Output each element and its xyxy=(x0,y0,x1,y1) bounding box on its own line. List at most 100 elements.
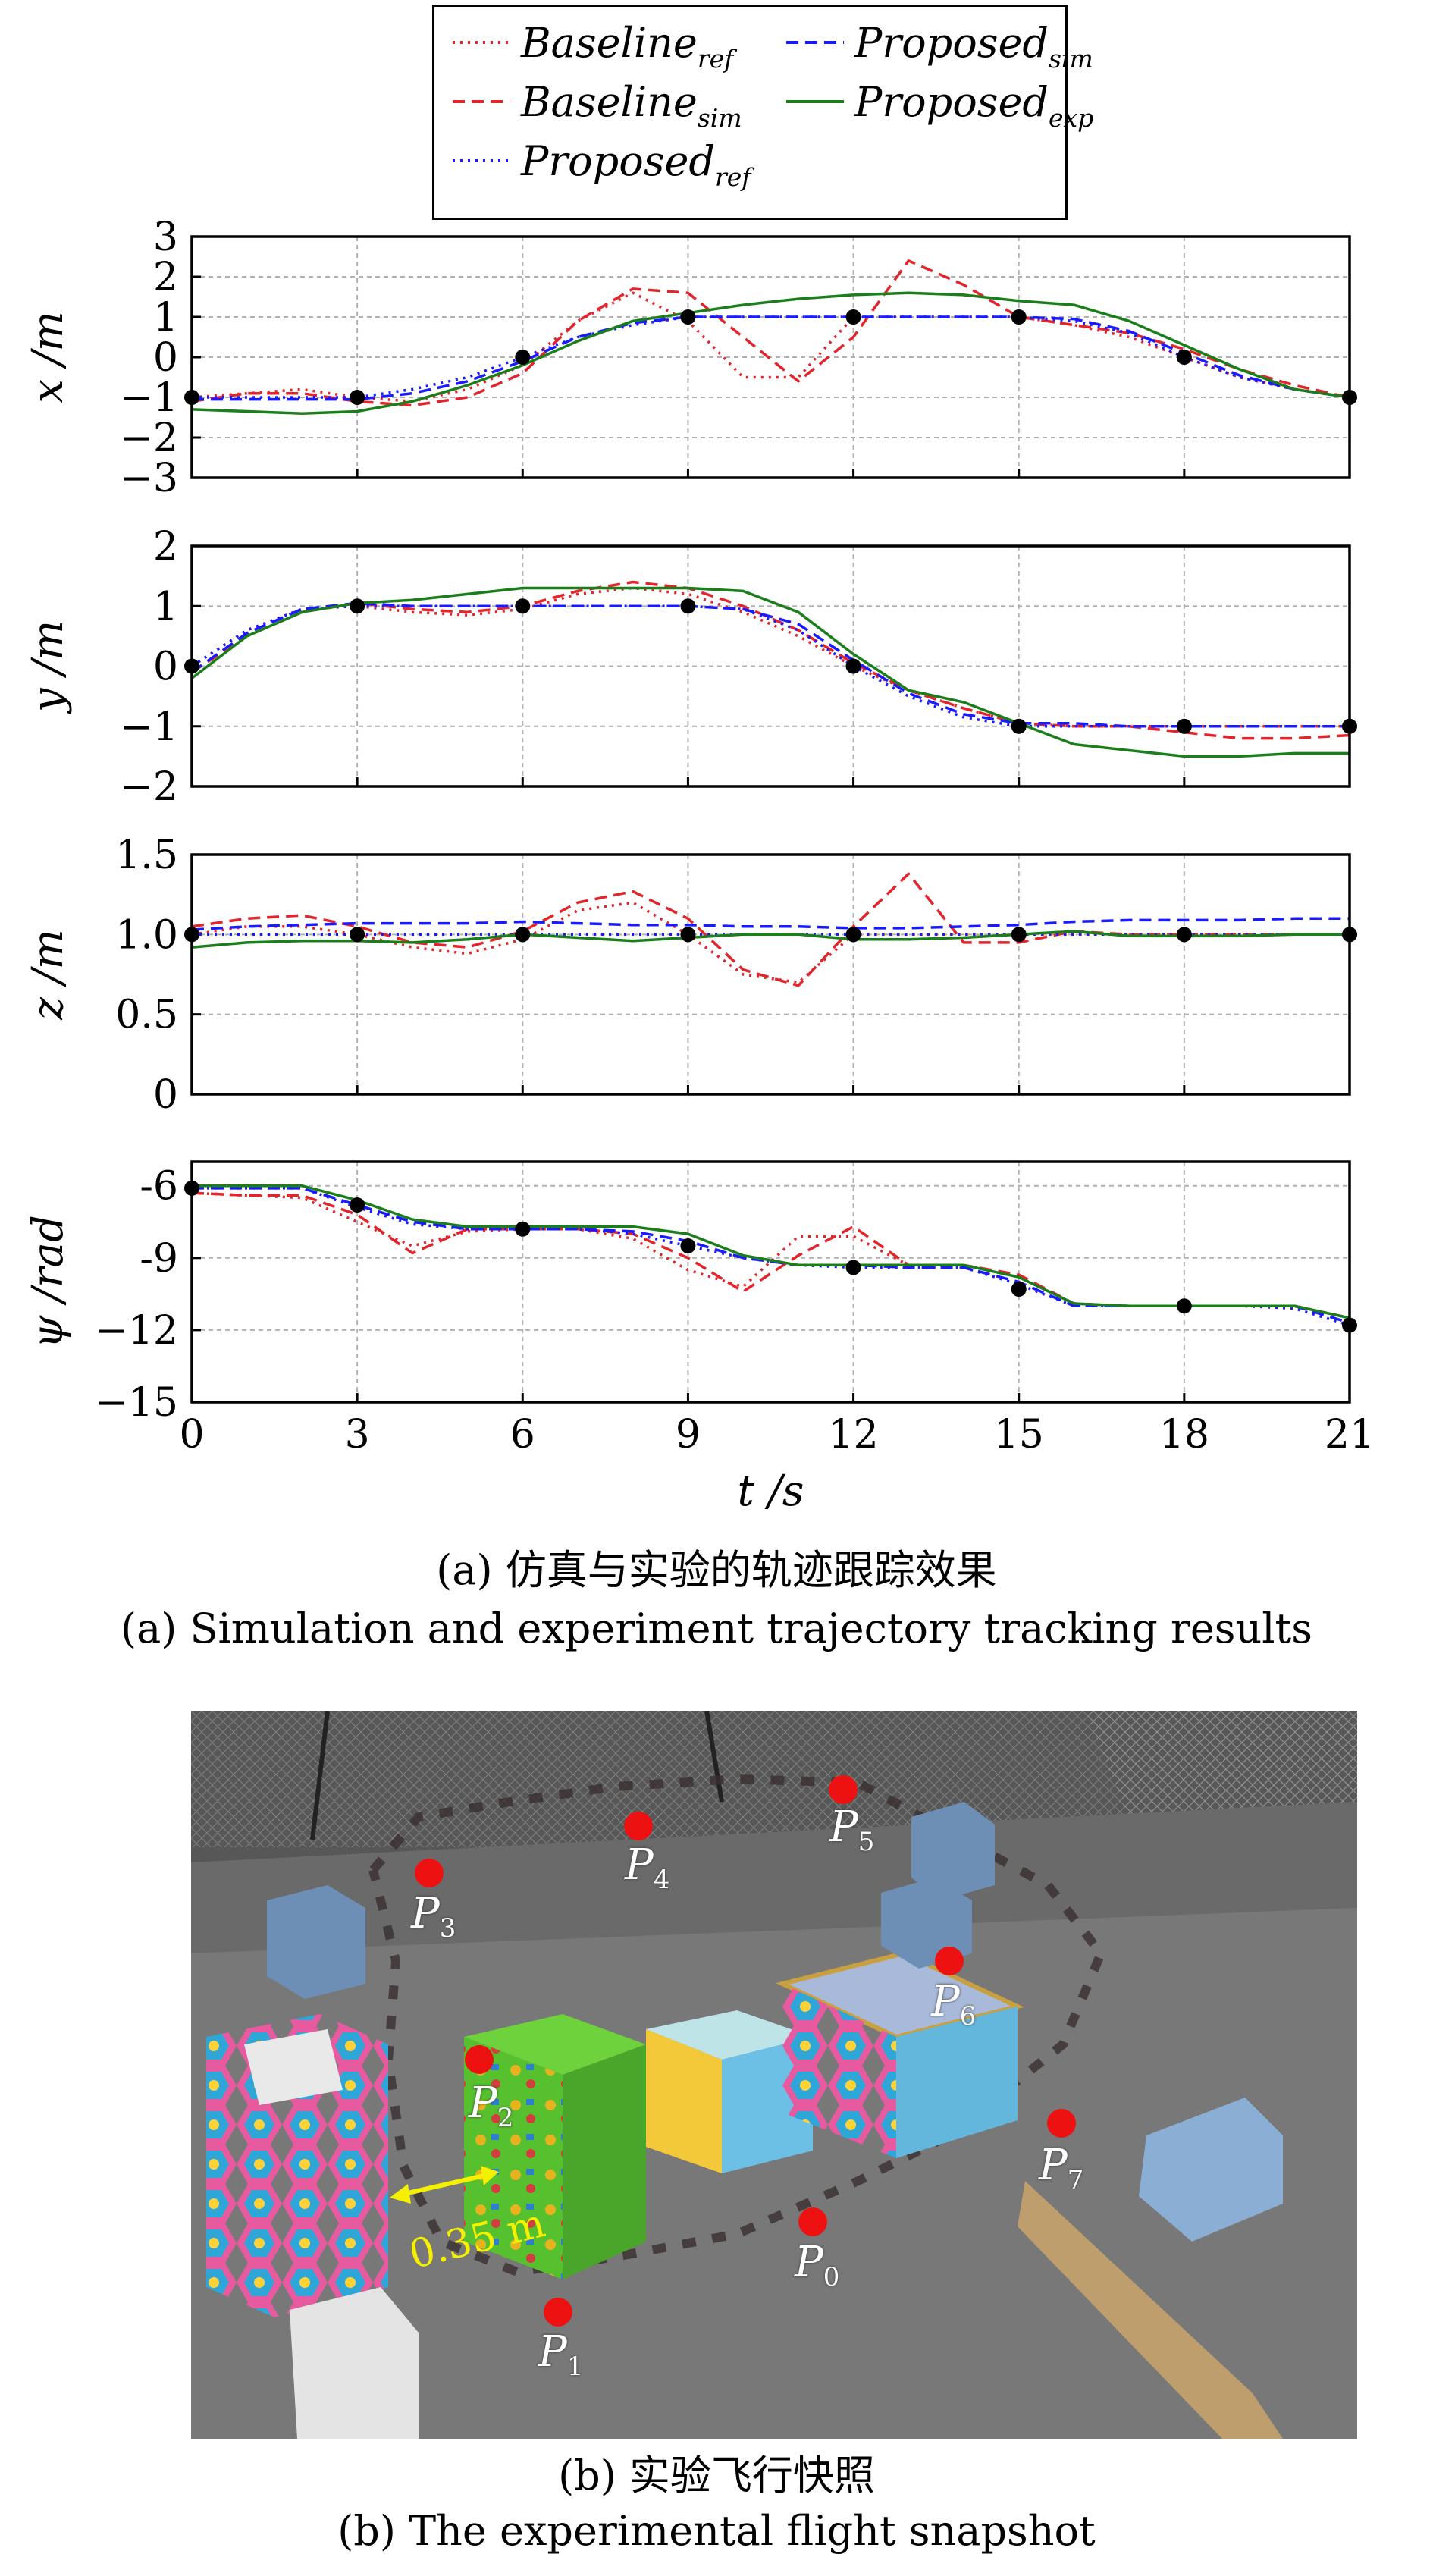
series-line-baseline-sim xyxy=(191,872,1350,987)
legend-line-proposed-ref xyxy=(453,159,510,162)
legend-sub-proposed-exp: exp xyxy=(1048,103,1094,133)
series-line-proposed-exp xyxy=(190,586,1350,758)
y-tick-label: −2 xyxy=(120,764,178,810)
x-tick-label: 15 xyxy=(994,1412,1044,1457)
waypoint-marker-p7 xyxy=(1047,2109,1076,2138)
series-line-proposed-exp xyxy=(192,1184,1350,1319)
x-tick-label: 3 xyxy=(345,1412,370,1457)
caption-a-cn: (a) 仿真与实验的轨迹跟踪效果 xyxy=(436,1546,997,1594)
caption-b-en: (b) The experimental flight snapshot xyxy=(337,2507,1096,2555)
waypoint-dot xyxy=(515,1221,531,1237)
series-line-proposed-ref xyxy=(192,315,1350,399)
y-axis-label: z /m xyxy=(24,929,73,1020)
waypoint-label-p4: P4 xyxy=(625,1840,670,1896)
legend-sub-proposed-ref: ref xyxy=(714,162,751,192)
waypoint-dot xyxy=(680,598,696,614)
caption-b-cn: (b) 实验飞行快照 xyxy=(558,2452,875,2499)
waypoint-dot xyxy=(515,927,531,943)
waypoint-dot xyxy=(680,927,696,943)
x-tick-label: 21 xyxy=(1325,1412,1375,1457)
y-tick-label: −3 xyxy=(120,456,178,501)
series-line-proposed-sim xyxy=(192,1187,1350,1325)
waypoint-dot xyxy=(515,350,531,365)
legend-line-proposed-sim xyxy=(786,41,844,44)
waypoint-dot xyxy=(1011,1282,1027,1297)
waypoint-marker-p1 xyxy=(544,2298,572,2327)
y-tick-label: 1 xyxy=(153,295,178,340)
waypoint-dot xyxy=(350,598,365,614)
y-tick-label: −12 xyxy=(95,1308,178,1354)
x-tick-label: 12 xyxy=(828,1412,878,1457)
waypoint-dot xyxy=(680,1238,696,1253)
series-line-proposed-exp xyxy=(191,291,1350,415)
y-tick-label: 0 xyxy=(153,645,178,690)
y-tick-label: −15 xyxy=(95,1380,178,1426)
legend-label-proposed-sim: Proposed xyxy=(854,19,1049,67)
legend-label-proposed-ref: Proposed xyxy=(521,137,715,185)
legend-label-baseline-sim: Baseline xyxy=(521,78,698,126)
series-line-baseline-sim xyxy=(191,259,1350,407)
y-tick-label: 2 xyxy=(153,255,178,300)
waypoint-dot xyxy=(1176,1298,1192,1314)
legend-item-proposed-ref: Proposedref xyxy=(451,137,751,192)
plot-frame xyxy=(190,1160,1351,1404)
waypoint-marker-p2 xyxy=(465,2045,494,2074)
legend-item-baseline-ref: Baselineref xyxy=(451,20,739,74)
waypoint-marker-p4 xyxy=(624,1812,653,1840)
waypoint-marker-p6 xyxy=(935,1947,964,1975)
x-tick-label: 9 xyxy=(676,1412,701,1457)
snapshot-scene xyxy=(191,1711,1357,2439)
y-tick-label: −1 xyxy=(120,375,178,421)
plot-frame xyxy=(190,235,1351,479)
waypoint-dot xyxy=(845,927,861,943)
x-tick-label: 0 xyxy=(179,1412,204,1457)
y-tick-label: 1 xyxy=(153,584,178,629)
y-tick-label: 1.5 xyxy=(115,833,178,878)
waypoint-dot xyxy=(350,390,365,405)
chart-panel-2: 2 1 0 −1 −2 y /m xyxy=(24,524,1357,810)
series-line-baseline-ref xyxy=(191,1191,1350,1319)
y-axis-label: y /m xyxy=(24,620,73,714)
legend-sub-baseline-ref: ref xyxy=(697,44,734,74)
y-tick-label: 0 xyxy=(153,335,178,381)
legend: Baselineref Baselinesim Proposedref Prop… xyxy=(432,5,1093,220)
chart-panel-4: -6 -9 −12 −15 ψ /rad 0 3 6 9 12 15 18 21 t /s xyxy=(24,1160,1375,1516)
plot-frame xyxy=(190,544,1351,788)
waypoint-dot xyxy=(350,1197,365,1213)
plot-frame xyxy=(190,853,1351,1096)
waypoint-dot xyxy=(1176,718,1192,734)
waypoint-label-p6: P6 xyxy=(931,1977,977,2032)
series-line-baseline-sim xyxy=(191,1191,1350,1319)
flight-snapshot-photo: P0 P1 P2 P3 P4 P5 P6 P7 0.35 m xyxy=(191,1711,1357,2439)
waypoint-dot xyxy=(1011,927,1027,943)
x-axis-label: t /s xyxy=(738,1467,804,1516)
series-line-baseline-ref xyxy=(191,586,1350,728)
waypoint-marker-p3 xyxy=(415,1859,444,1887)
waypoint-label-p2: P2 xyxy=(469,2079,514,2134)
y-tick-label: −2 xyxy=(120,416,178,461)
waypoint-label-p1: P1 xyxy=(538,2327,584,2383)
y-tick-label: 0 xyxy=(153,1072,178,1118)
waypoint-marker-p5 xyxy=(829,1775,858,1804)
series-line-proposed-sim xyxy=(190,601,1350,728)
series-line-baseline-sim xyxy=(191,580,1350,740)
series-line-proposed-exp xyxy=(191,930,1350,949)
y-tick-label: -9 xyxy=(140,1236,178,1282)
caption-a-en: (a) Simulation and experiment trajectory… xyxy=(121,1605,1312,1652)
y-tick-label: 1.0 xyxy=(115,912,178,958)
legend-line-proposed-exp xyxy=(786,100,844,103)
waypoint-dot xyxy=(845,1260,861,1275)
waypoint-dot xyxy=(515,598,531,614)
legend-line-baseline-ref xyxy=(453,41,510,44)
distance-arrow xyxy=(394,2171,495,2198)
chart-panel-3: 1.5 1.0 0.5 0 z /m xyxy=(24,833,1357,1118)
y-tick-label: −1 xyxy=(120,704,178,750)
series-line-proposed-ref xyxy=(192,1187,1350,1327)
waypoint-dot xyxy=(350,927,365,943)
waypoint-label-p7: P7 xyxy=(1039,2141,1084,2196)
y-tick-label: 2 xyxy=(153,524,178,569)
waypoint-dot xyxy=(845,309,861,325)
y-axis-label: x /m xyxy=(24,311,73,403)
